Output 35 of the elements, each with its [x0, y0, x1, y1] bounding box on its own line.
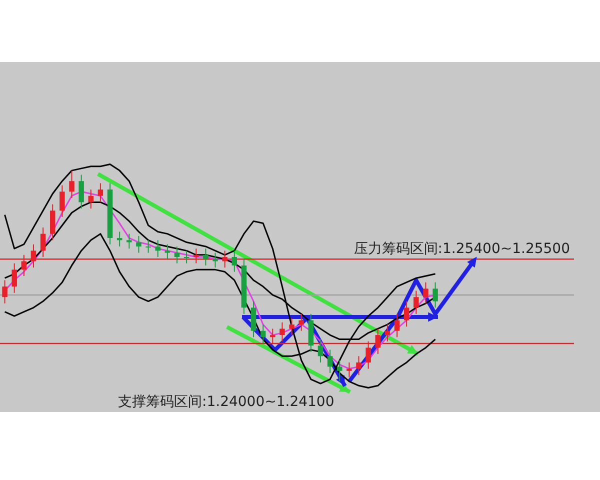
candlestick: [136, 235, 142, 254]
candlestick: [203, 248, 208, 266]
candlestick: [184, 250, 190, 264]
candlestick: [174, 246, 180, 264]
candlestick: [155, 240, 160, 258]
candlestick: [50, 204, 56, 241]
candlestick: [60, 184, 65, 218]
annotation: 压力筹码区间:1.25400~1.25500: [354, 241, 570, 258]
candlestick: [260, 324, 266, 344]
candlestick: [88, 189, 94, 210]
candlestick: [126, 233, 132, 250]
candlestick: [146, 240, 151, 254]
candlestick: [212, 252, 218, 268]
candlestick: [250, 300, 256, 338]
candlestick: [327, 349, 333, 374]
candlestick: [414, 290, 419, 314]
candlestick: [432, 282, 438, 308]
candlestick: [318, 338, 324, 363]
text: 支撑筹码区间:1.24000~1.24100: [118, 394, 334, 410]
candlestick: [423, 282, 428, 304]
candlestick: [164, 244, 170, 260]
candlestick: [232, 250, 238, 272]
candlestick: [394, 313, 400, 338]
candlestick: [336, 360, 342, 382]
candlestick: [289, 318, 294, 336]
candlestick: [12, 262, 17, 294]
candlestick: [346, 362, 352, 378]
candlestick: [298, 313, 304, 332]
candlestick: [69, 170, 74, 198]
candlestick: [116, 231, 122, 247]
candlestick: [356, 356, 362, 376]
candlestick: [98, 182, 104, 203]
candlestick: [2, 280, 8, 304]
candlestick: [78, 174, 84, 210]
candlestick: [404, 300, 410, 328]
